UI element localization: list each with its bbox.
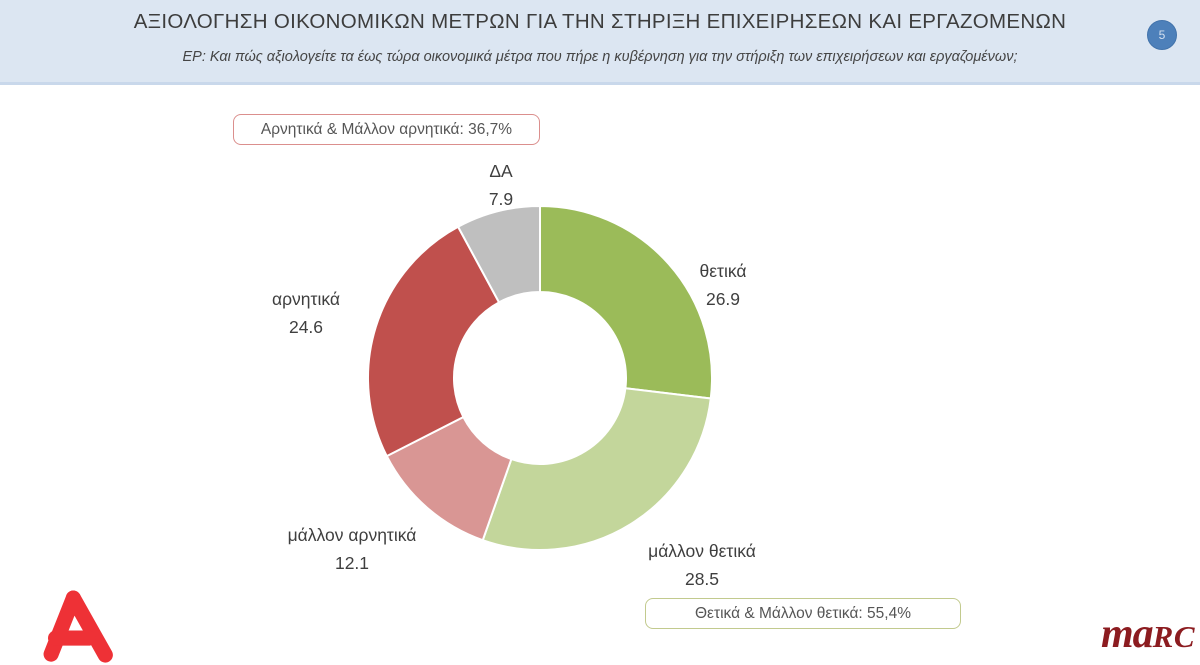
positive-summary-callout: Θετικά & Μάλλον θετικά: 55,4% bbox=[645, 598, 961, 629]
slice-label-da: ΔΑ 7.9 bbox=[451, 157, 551, 213]
donut-chart bbox=[360, 198, 720, 558]
donut-slice-0 bbox=[539, 204, 714, 400]
alpha-tv-logo-icon bbox=[43, 590, 113, 663]
slice-value: 7.9 bbox=[488, 189, 514, 209]
survey-question-subtitle: ΕΡ: Και πώς αξιολογείτε τα έως τώρα οικο… bbox=[182, 49, 1018, 65]
marc-logo-rc: RC bbox=[1152, 619, 1195, 654]
slice-name: αρνητικά bbox=[271, 289, 340, 309]
slice-label-mallon-thetika: μάλλον θετικά 28.5 bbox=[612, 537, 792, 593]
slice-label-thetika: θετικά 26.9 bbox=[653, 257, 793, 313]
donut-slice-4 bbox=[456, 204, 541, 304]
slice-label-mallon-arnitika: μάλλον αρνητικά 12.1 bbox=[257, 521, 447, 577]
slice-value: 24.6 bbox=[288, 317, 324, 337]
negative-summary-callout: Αρνητικά & Μάλλον αρνητικά: 36,7% bbox=[233, 114, 540, 145]
marc-logo-ma: ma bbox=[1100, 611, 1154, 657]
slice-label-arnitika: αρνητικά 24.6 bbox=[236, 285, 376, 341]
header: ΑΞΙΟΛΟΓΗΣΗ ΟΙΚΟΝΟΜΙΚΩΝ ΜΕΤΡΩΝ ΓΙΑ ΤΗΝ ΣΤ… bbox=[0, 0, 1200, 85]
donut-slice-3 bbox=[367, 225, 501, 458]
slice-name: θετικά bbox=[699, 261, 747, 281]
page-title: ΑΞΙΟΛΟΓΗΣΗ ΟΙΚΟΝΟΜΙΚΩΝ ΜΕΤΡΩΝ ΓΙΑ ΤΗΝ ΣΤ… bbox=[133, 10, 1067, 33]
slice-value: 12.1 bbox=[334, 553, 370, 573]
slice-name: ΔΑ bbox=[489, 161, 513, 181]
alpha-right-leg bbox=[65, 590, 113, 663]
donut-slice-1 bbox=[481, 387, 712, 551]
slice-value: 26.9 bbox=[705, 289, 741, 309]
page-number-badge: 5 bbox=[1147, 20, 1177, 50]
marc-logo: maRC bbox=[1060, 610, 1195, 658]
slice-value: 28.5 bbox=[684, 569, 720, 589]
slice-name: μάλλον αρνητικά bbox=[287, 525, 417, 545]
donut-svg bbox=[367, 204, 714, 551]
slice-name: μάλλον θετικά bbox=[648, 541, 756, 561]
